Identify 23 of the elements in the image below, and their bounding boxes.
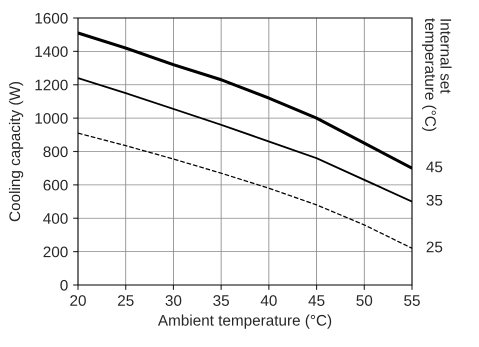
- y-tick-label: 1000: [35, 112, 68, 124]
- y-tick-label: 1200: [35, 80, 68, 90]
- y-tick-label: 1600: [35, 12, 68, 24]
- x-tick-label: 20: [70, 295, 86, 306]
- y2-axis-title: Internal set temperature (°C): [422, 18, 452, 131]
- x-axis-title: Ambient temperature (°C): [158, 314, 332, 329]
- x-tick-label: 40: [260, 295, 277, 306]
- y-axis-title: Cooling capacity (W): [8, 82, 24, 222]
- y-tick-label: 800: [43, 146, 68, 158]
- x-tick-label: 55: [404, 295, 420, 306]
- y-tick-label: 1400: [35, 46, 68, 58]
- y-tick-label: 0: [60, 280, 68, 291]
- y-tick-label: 400: [43, 213, 68, 224]
- series-label: 45: [426, 162, 442, 172]
- series-label: 35: [426, 194, 442, 206]
- x-tick-label: 35: [213, 295, 229, 306]
- series-label: 25: [426, 242, 442, 252]
- x-tick-label: 50: [356, 295, 372, 306]
- x-tick-label: 45: [308, 295, 324, 306]
- x-tick-label: 30: [166, 295, 182, 306]
- x-tick-label: 25: [118, 295, 134, 306]
- y-tick-label: 600: [44, 180, 68, 191]
- y-tick-label: 200: [44, 246, 68, 258]
